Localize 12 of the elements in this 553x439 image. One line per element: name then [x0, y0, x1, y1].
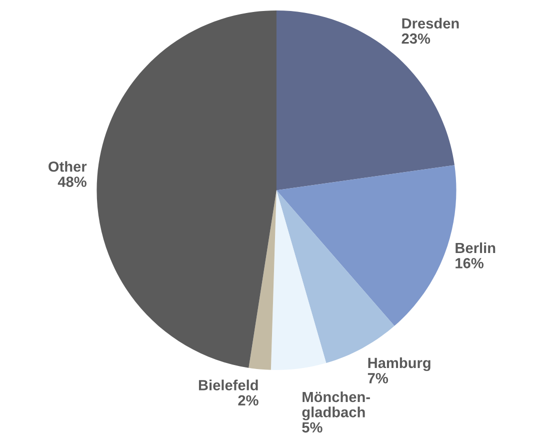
slice-label: Dresden — [402, 18, 459, 29]
slice-label: Bielefeld — [198, 380, 258, 390]
slice-label: Berlin — [456, 242, 496, 254]
data-label: 16% — [456, 258, 484, 268]
data-label: 23% — [402, 33, 430, 44]
data-label: 5% — [302, 422, 322, 433]
slice-label: Mönchen- gladbach — [302, 391, 370, 420]
slice-label: Other — [48, 161, 87, 172]
data-label: 7% — [368, 373, 388, 384]
data-label: 48% — [58, 176, 86, 187]
slice-label: Hamburg — [368, 357, 430, 372]
data-label: 2% — [238, 395, 258, 406]
